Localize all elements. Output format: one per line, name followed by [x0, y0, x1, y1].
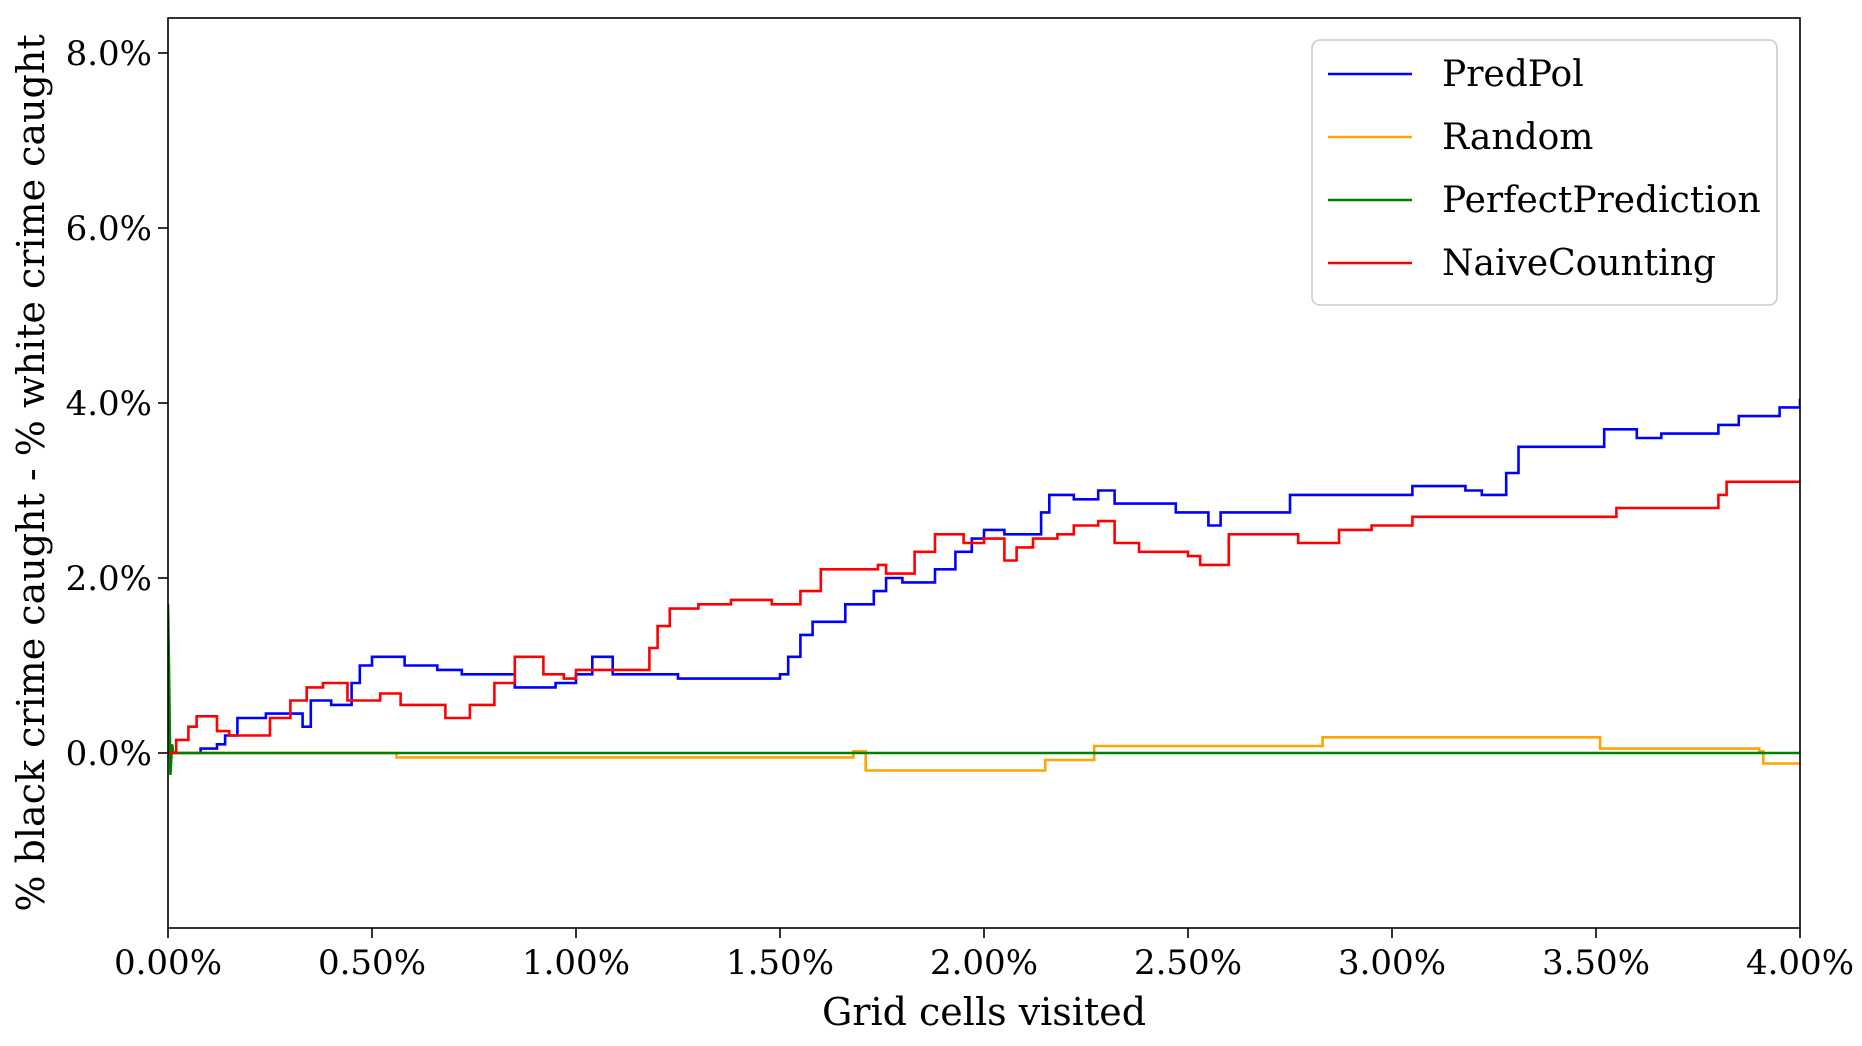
legend-box — [1311, 39, 1778, 306]
y-tick-label: 8.0% — [66, 34, 152, 74]
x-tick-label: 2.50% — [1134, 943, 1242, 983]
x-tick-label: 4.00% — [1746, 943, 1854, 983]
x-tick-label: 1.50% — [726, 943, 834, 983]
legend-label: PredPol — [1442, 54, 1584, 95]
x-axis: 0.00% 0.50% 1.00% 1.50% 2.00% 2.50% 3.00% 3.50%… — [114, 928, 1854, 983]
legend-label: Random — [1442, 117, 1593, 158]
legend-label: NaiveCounting — [1442, 243, 1716, 284]
x-axis-title: Grid cells visited — [822, 990, 1146, 1034]
legend: PredPol Random PerfectPrediction NaiveCount… — [1311, 39, 1778, 306]
series-line-naive-counting — [168, 480, 1800, 755]
x-tick-label: 1.00% — [522, 943, 630, 983]
y-axis: 0.0% 2.0% 4.0% 6.0% 8.0% — [66, 34, 168, 774]
y-tick-label: 4.0% — [66, 384, 152, 424]
x-tick-label: 0.50% — [318, 943, 426, 983]
series-layer — [168, 398, 1800, 775]
y-axis-title: % black crime caught - % white crime cau… — [9, 34, 53, 911]
legend-label: PerfectPrediction — [1442, 180, 1761, 221]
x-tick-label: 0.00% — [114, 943, 222, 983]
y-tick-label: 2.0% — [66, 559, 152, 599]
x-tick-label: 2.00% — [930, 943, 1038, 983]
y-tick-label: 6.0% — [66, 209, 152, 249]
y-tick-label: 0.0% — [66, 734, 152, 774]
x-tick-label: 3.00% — [1338, 943, 1446, 983]
series-line-perfect-prediction — [168, 604, 1800, 775]
series-line-pred-pol — [168, 398, 1800, 755]
x-tick-label: 3.50% — [1542, 943, 1650, 983]
